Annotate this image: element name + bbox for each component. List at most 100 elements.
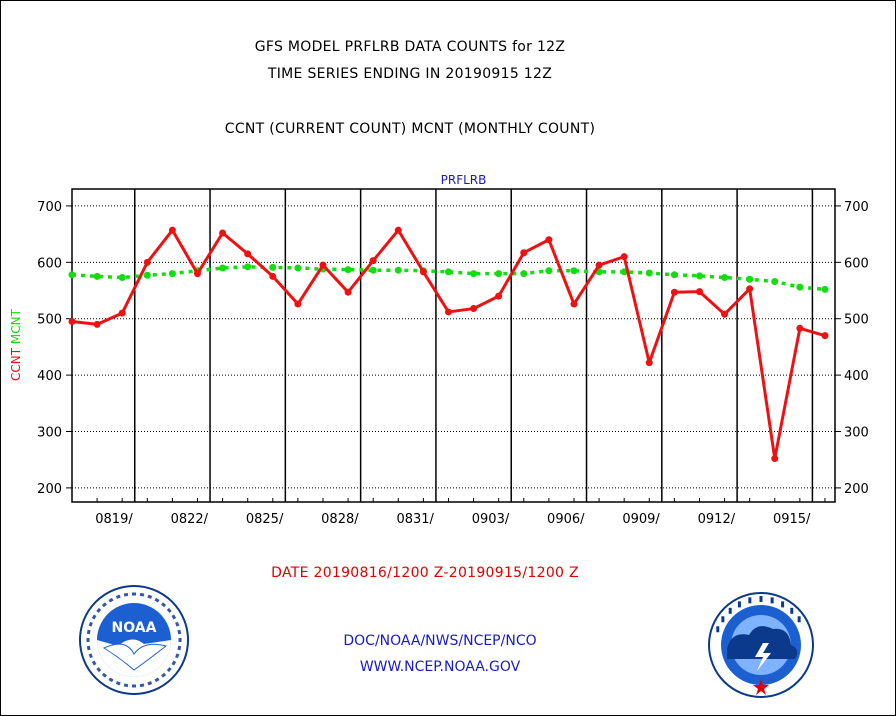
nws-logo-bolt xyxy=(755,643,771,671)
noaa-logo-ring-mark xyxy=(88,653,93,659)
mcnt-point xyxy=(219,264,227,272)
noaa-logo-ring-mark xyxy=(101,672,107,678)
noaa-logo-ring-mark xyxy=(161,602,167,608)
ccnt-point xyxy=(771,455,779,463)
nws-logo-cloud xyxy=(727,626,798,659)
y-tick-label-right: 400 xyxy=(844,369,869,384)
noaa-logo: NOAA xyxy=(79,585,189,695)
plot-area xyxy=(71,188,836,503)
x-tick-label: 0831/ xyxy=(396,512,434,527)
ccnt-point xyxy=(93,320,101,328)
noaa-logo-ring-mark xyxy=(86,629,91,635)
nws-logo xyxy=(708,592,814,698)
ccnt-point xyxy=(821,332,829,340)
noaa-logo-ring-mark xyxy=(86,645,91,651)
mcnt-point xyxy=(118,274,126,282)
noaa-logo-ring-mark xyxy=(96,607,102,613)
noaa-logo-ring-mark xyxy=(91,660,97,666)
mcnt-point xyxy=(269,263,277,271)
nws-logo-ring-mark xyxy=(721,616,725,623)
ccnt-point xyxy=(394,226,402,234)
nws-logo-ring-mark xyxy=(748,597,752,604)
ccnt-point xyxy=(670,288,678,296)
ccnt-point xyxy=(244,250,252,258)
noaa-logo-text: NOAA xyxy=(112,620,157,636)
nws-logo-star xyxy=(753,679,769,695)
x-tick-label: 0828/ xyxy=(321,512,359,527)
ccnt-point xyxy=(269,272,277,280)
chart-title-line1: GFS MODEL PRFLRB DATA COUNTS for 12Z xyxy=(254,39,566,55)
noaa-logo-ring-mark xyxy=(178,638,182,642)
mcnt-point xyxy=(93,272,101,280)
noaa-logo-ring-mark xyxy=(177,645,182,651)
mcnt-point xyxy=(570,267,578,275)
mcnt-point xyxy=(470,270,478,278)
noaa-logo-ring-mark xyxy=(175,653,180,659)
noaa-logo-ring-mark xyxy=(139,683,145,688)
y-axis-label-text: CCNT MCNT xyxy=(9,308,23,381)
ccnt-point xyxy=(168,226,176,234)
ccnt-point xyxy=(219,229,227,237)
noaa-logo-ring-mark xyxy=(86,638,90,642)
y-tick-label-right: 600 xyxy=(844,256,869,271)
noaa-logo-ring-mark xyxy=(91,614,97,620)
date-range-label: DATE 20190816/1200 Z-20190915/1200 Z xyxy=(271,565,579,581)
mcnt-point xyxy=(746,275,754,283)
ccnt-point xyxy=(570,300,578,308)
noaa-logo-ring-mark xyxy=(108,597,114,603)
url-label: WWW.NCEP.NOAA.GOV xyxy=(359,659,521,675)
noaa-logo-ring-mark xyxy=(101,602,107,608)
mcnt-point xyxy=(168,270,176,278)
mcnt-point xyxy=(143,271,151,279)
ccnt-point xyxy=(193,270,201,278)
x-tick-label: 0912/ xyxy=(698,512,736,527)
noaa-logo-ring-mark xyxy=(123,592,129,597)
series-ccnt-line xyxy=(71,228,826,461)
ccnt-point xyxy=(294,300,302,308)
mcnt-point xyxy=(695,272,703,280)
ccnt-point xyxy=(595,261,603,269)
mcnt-point xyxy=(545,267,553,275)
nws-logo-ring-mark xyxy=(759,596,763,602)
noaa-logo-ring-mark xyxy=(132,592,136,596)
mcnt-point xyxy=(394,266,402,274)
ccnt-point xyxy=(746,285,754,293)
noaa-logo-ring-mark xyxy=(171,660,177,666)
nws-logo-ring-mark xyxy=(781,601,785,608)
ccnt-point xyxy=(143,258,151,266)
ccnt-point xyxy=(796,324,804,332)
noaa-logo-ring-mark xyxy=(96,667,102,673)
chart-title-line2: TIME SERIES ENDING IN 20190915 12Z xyxy=(267,66,553,82)
x-tick-label: 0825/ xyxy=(246,512,284,527)
mcnt-point xyxy=(520,270,528,278)
ccnt-point xyxy=(520,249,528,257)
mcnt-point xyxy=(771,277,779,285)
noaa-logo-wing xyxy=(102,643,168,671)
noaa-logo-ring-mark xyxy=(115,594,121,599)
nws-logo-ring-mark xyxy=(797,616,801,623)
y-tick-label-right: 700 xyxy=(844,200,869,215)
ccnt-point xyxy=(369,257,377,265)
ccnt-point xyxy=(645,359,653,367)
y-axis-label-part: CCNT xyxy=(9,347,23,381)
y-tick-label-left: 700 xyxy=(37,200,62,215)
mcnt-point xyxy=(670,271,678,279)
x-tick-label: 0909/ xyxy=(622,512,660,527)
noaa-logo-ring-mark xyxy=(171,614,177,620)
x-tick-label: 0822/ xyxy=(171,512,209,527)
noaa-logo-ring-mark xyxy=(154,597,160,603)
ccnt-point xyxy=(118,309,126,317)
y-tick-label-right: 300 xyxy=(844,426,869,441)
y-tick-label-left: 600 xyxy=(37,256,62,271)
mcnt-point xyxy=(721,274,729,282)
ccnt-point xyxy=(721,310,729,318)
mcnt-point xyxy=(344,266,352,274)
x-tick-label: 0906/ xyxy=(547,512,585,527)
x-tick-label: 0915/ xyxy=(773,512,811,527)
mcnt-point xyxy=(244,263,252,271)
noaa-logo-ring-mark xyxy=(123,683,129,688)
ccnt-point xyxy=(444,308,452,316)
noaa-logo-ring-mark xyxy=(147,594,153,599)
ccnt-point xyxy=(545,236,553,244)
